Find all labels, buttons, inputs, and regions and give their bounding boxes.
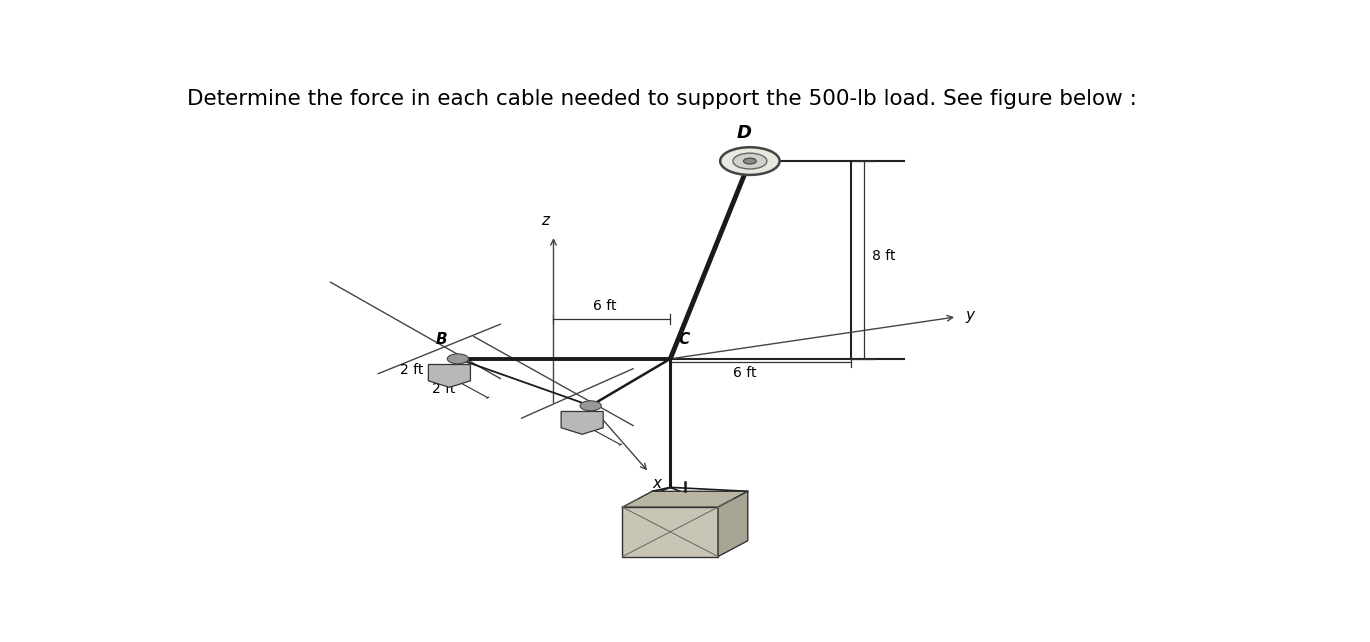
Text: z: z bbox=[541, 213, 549, 228]
Text: C: C bbox=[678, 333, 690, 347]
Text: B: B bbox=[436, 333, 447, 347]
Circle shape bbox=[744, 158, 756, 164]
Polygon shape bbox=[622, 491, 748, 507]
Polygon shape bbox=[622, 507, 718, 557]
Text: 6 ft: 6 ft bbox=[593, 299, 616, 313]
Circle shape bbox=[447, 354, 469, 364]
Text: 8 ft: 8 ft bbox=[871, 249, 896, 263]
Text: x: x bbox=[652, 476, 662, 491]
Text: 2 ft: 2 ft bbox=[400, 363, 423, 377]
Text: 6 ft: 6 ft bbox=[733, 366, 756, 379]
Polygon shape bbox=[718, 491, 748, 557]
Text: D: D bbox=[737, 125, 752, 143]
Circle shape bbox=[721, 147, 780, 175]
Text: 2 ft: 2 ft bbox=[433, 383, 456, 397]
Circle shape bbox=[580, 401, 601, 411]
Polygon shape bbox=[562, 412, 603, 434]
Polygon shape bbox=[429, 365, 470, 387]
Text: y: y bbox=[966, 308, 974, 323]
Text: Determine the force in each cable needed to support the 500-lb load. See figure : Determine the force in each cable needed… bbox=[188, 89, 1137, 109]
Circle shape bbox=[733, 153, 767, 169]
